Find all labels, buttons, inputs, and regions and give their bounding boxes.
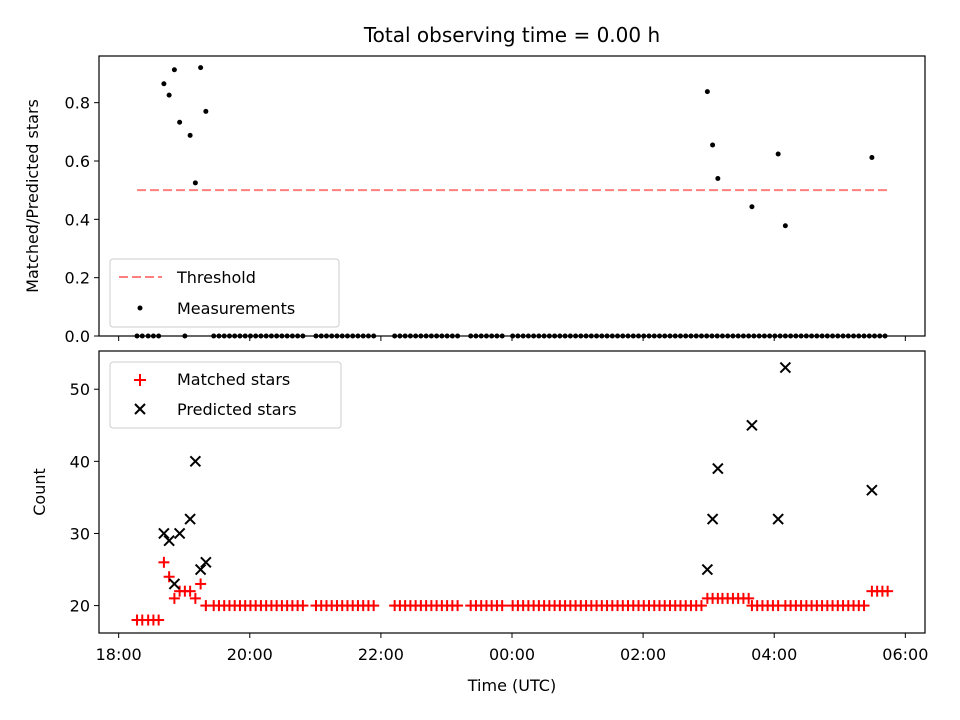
legend-matched-swatch xyxy=(134,374,146,386)
predicted-star-marker xyxy=(158,527,170,540)
top-ylabel: Matched/Predicted stars xyxy=(23,99,42,293)
x-tick-label: 22:00 xyxy=(358,645,404,664)
predicted-star-marker xyxy=(189,455,202,468)
bottom-legend-box xyxy=(109,361,342,429)
matched-star-marker xyxy=(153,614,165,626)
predicted-star-marker xyxy=(163,534,175,547)
matched-star-marker xyxy=(695,600,707,612)
top-y-tick-label: 0.6 xyxy=(65,152,90,171)
bottom-axes-frame xyxy=(98,350,926,634)
bottom-ylabel: Count xyxy=(30,468,49,516)
measurement-point xyxy=(177,119,183,125)
count-points xyxy=(131,361,894,626)
matched-star-marker xyxy=(195,578,207,590)
predicted-star-marker xyxy=(173,527,186,540)
measurement-point xyxy=(187,132,193,138)
measurement-point xyxy=(704,89,710,95)
matched-star-marker xyxy=(452,600,464,612)
legend-predicted-label: Predicted stars xyxy=(177,400,297,419)
legend-threshold-label: Threshold xyxy=(176,268,256,287)
predicted-star-marker xyxy=(706,513,719,525)
bottom-ticks: 18:00 20:00 22:00 00:00 02:00 04:00 06:00 20 30 4… xyxy=(70,380,929,664)
matched-star-marker xyxy=(858,600,870,612)
measurement-point xyxy=(869,155,875,160)
predicted-star-marker xyxy=(194,563,207,576)
legend-predicted-swatch xyxy=(134,403,146,415)
matched-star-marker xyxy=(368,600,380,612)
top-y-tick-label: 0.2 xyxy=(65,269,90,288)
predicted-star-marker xyxy=(746,419,758,431)
matched-star-marker xyxy=(882,585,894,597)
predicted-star-marker xyxy=(779,361,792,374)
top-y-tick-label: 0.0 xyxy=(65,327,90,346)
measurement-point xyxy=(749,204,755,210)
bottom-y-tick-label: 30 xyxy=(70,524,90,543)
x-tick-label: 18:00 xyxy=(96,645,142,664)
bottom-y-tick-label: 40 xyxy=(70,452,90,471)
matched-star-marker xyxy=(163,571,175,583)
legend-measurements-swatch xyxy=(137,305,143,311)
predicted-star-marker xyxy=(168,578,181,590)
top-ticks: 0.0 0.2 0.4 0.6 0.8 xyxy=(65,94,906,346)
measurement-point xyxy=(198,65,204,71)
predicted-star-marker xyxy=(184,513,196,525)
chart-title: Total observing time = 0.00 h xyxy=(363,23,660,47)
top-axes-frame xyxy=(98,55,926,337)
x-tick-label: 02:00 xyxy=(620,645,666,664)
predicted-star-marker xyxy=(200,556,212,569)
predicted-star-marker xyxy=(866,484,878,496)
measurement-point xyxy=(715,176,721,181)
matched-star-marker xyxy=(158,556,170,568)
measurement-point xyxy=(166,92,172,98)
legend-measurements-label: Measurements xyxy=(177,299,295,318)
matched-star-marker xyxy=(743,592,755,604)
legend-matched-label: Matched stars xyxy=(177,370,290,389)
matched-star-marker xyxy=(189,592,201,604)
bottom-y-tick-label: 50 xyxy=(70,380,90,399)
predicted-star-marker xyxy=(701,563,714,576)
matched-star-marker xyxy=(168,592,180,604)
x-tick-label: 20:00 xyxy=(227,645,273,664)
top-y-tick-label: 0.4 xyxy=(65,210,90,229)
predicted-star-marker xyxy=(772,513,784,525)
matched-star-marker xyxy=(496,600,508,612)
bottom-panel: 18:00 20:00 22:00 00:00 02:00 04:00 06:00 20 30 4… xyxy=(30,350,929,695)
x-tick-label: 04:00 xyxy=(751,645,797,664)
bottom-y-tick-label: 20 xyxy=(70,597,90,616)
matched-star-marker xyxy=(297,600,309,612)
measurement-point xyxy=(782,223,788,229)
x-axis-label: Time (UTC) xyxy=(467,676,556,695)
bottom-legend: Matched stars Predicted stars xyxy=(109,361,342,429)
x-tick-label: 00:00 xyxy=(489,645,535,664)
x-tick-label: 06:00 xyxy=(882,645,928,664)
measurement-point xyxy=(203,108,209,114)
top-panel: 0.00.20.40.60.8 Matched/Predicted stars … xyxy=(23,55,926,346)
predicted-star-marker xyxy=(712,462,724,475)
top-legend: Threshold Measurements xyxy=(109,258,340,328)
measurement-point xyxy=(161,81,167,87)
measurement-point xyxy=(710,142,716,148)
top-legend-box xyxy=(109,258,340,328)
top-y-tick-label: 0.8 xyxy=(65,94,90,113)
measurement-point xyxy=(775,151,781,157)
measurement-point xyxy=(171,67,177,73)
measurement-point xyxy=(192,180,198,186)
matched-star-marker xyxy=(184,585,196,597)
